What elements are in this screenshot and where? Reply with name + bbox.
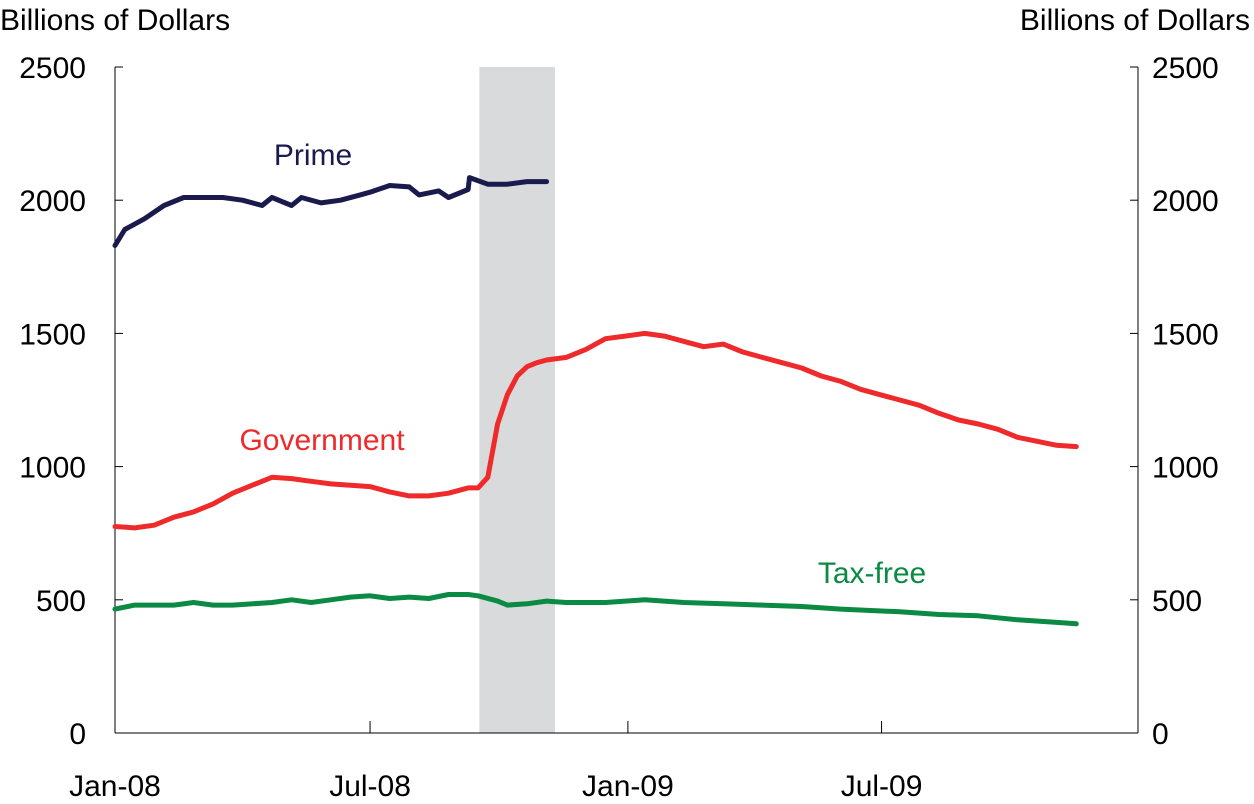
shaded-region-layer (479, 67, 556, 733)
left-y-tick-label: 1000 (19, 452, 86, 485)
x-tick-label: Jan-09 (582, 770, 674, 803)
left-y-tick-label: 1500 (19, 318, 86, 351)
right-y-tick-label: 1000 (1152, 452, 1219, 485)
left-y-tick-label: 2000 (19, 185, 86, 218)
series-line-tax-free (112, 592, 1079, 627)
right-y-tick-label: 0 (1152, 718, 1169, 751)
left-y-tick-label: 500 (36, 585, 86, 618)
series-labels-layer: Prime Government Tax-free (239, 139, 926, 590)
x-tick-label: Jul-09 (841, 770, 923, 803)
series-line-government (112, 330, 1079, 531)
axes-layer: 0 0 500 500 1000 1000 1500 1500 2000 2000 2500 2500… (19, 52, 1219, 803)
x-tick-label: Jan-08 (69, 770, 161, 803)
right-y-tick-label: 2000 (1152, 185, 1219, 218)
series-label-tax-free: Tax-free (818, 557, 926, 590)
right-y-tick-label: 1500 (1152, 318, 1219, 351)
series-line-prime (112, 175, 550, 248)
shaded-period-band (479, 67, 556, 733)
right-y-tick-label: 2500 (1152, 52, 1219, 85)
right-axis-unit-label: Billions of Dollars (1019, 4, 1250, 37)
left-y-tick-label: 0 (69, 718, 86, 751)
series-label-government: Government (239, 424, 405, 457)
right-y-tick-label: 500 (1152, 585, 1202, 618)
series-label-prime: Prime (274, 139, 352, 172)
left-y-tick-label: 2500 (19, 52, 86, 85)
x-tick-label: Jul-08 (329, 770, 411, 803)
series-layer (112, 175, 1079, 627)
left-axis-unit-label: Billions of Dollars (0, 4, 231, 37)
